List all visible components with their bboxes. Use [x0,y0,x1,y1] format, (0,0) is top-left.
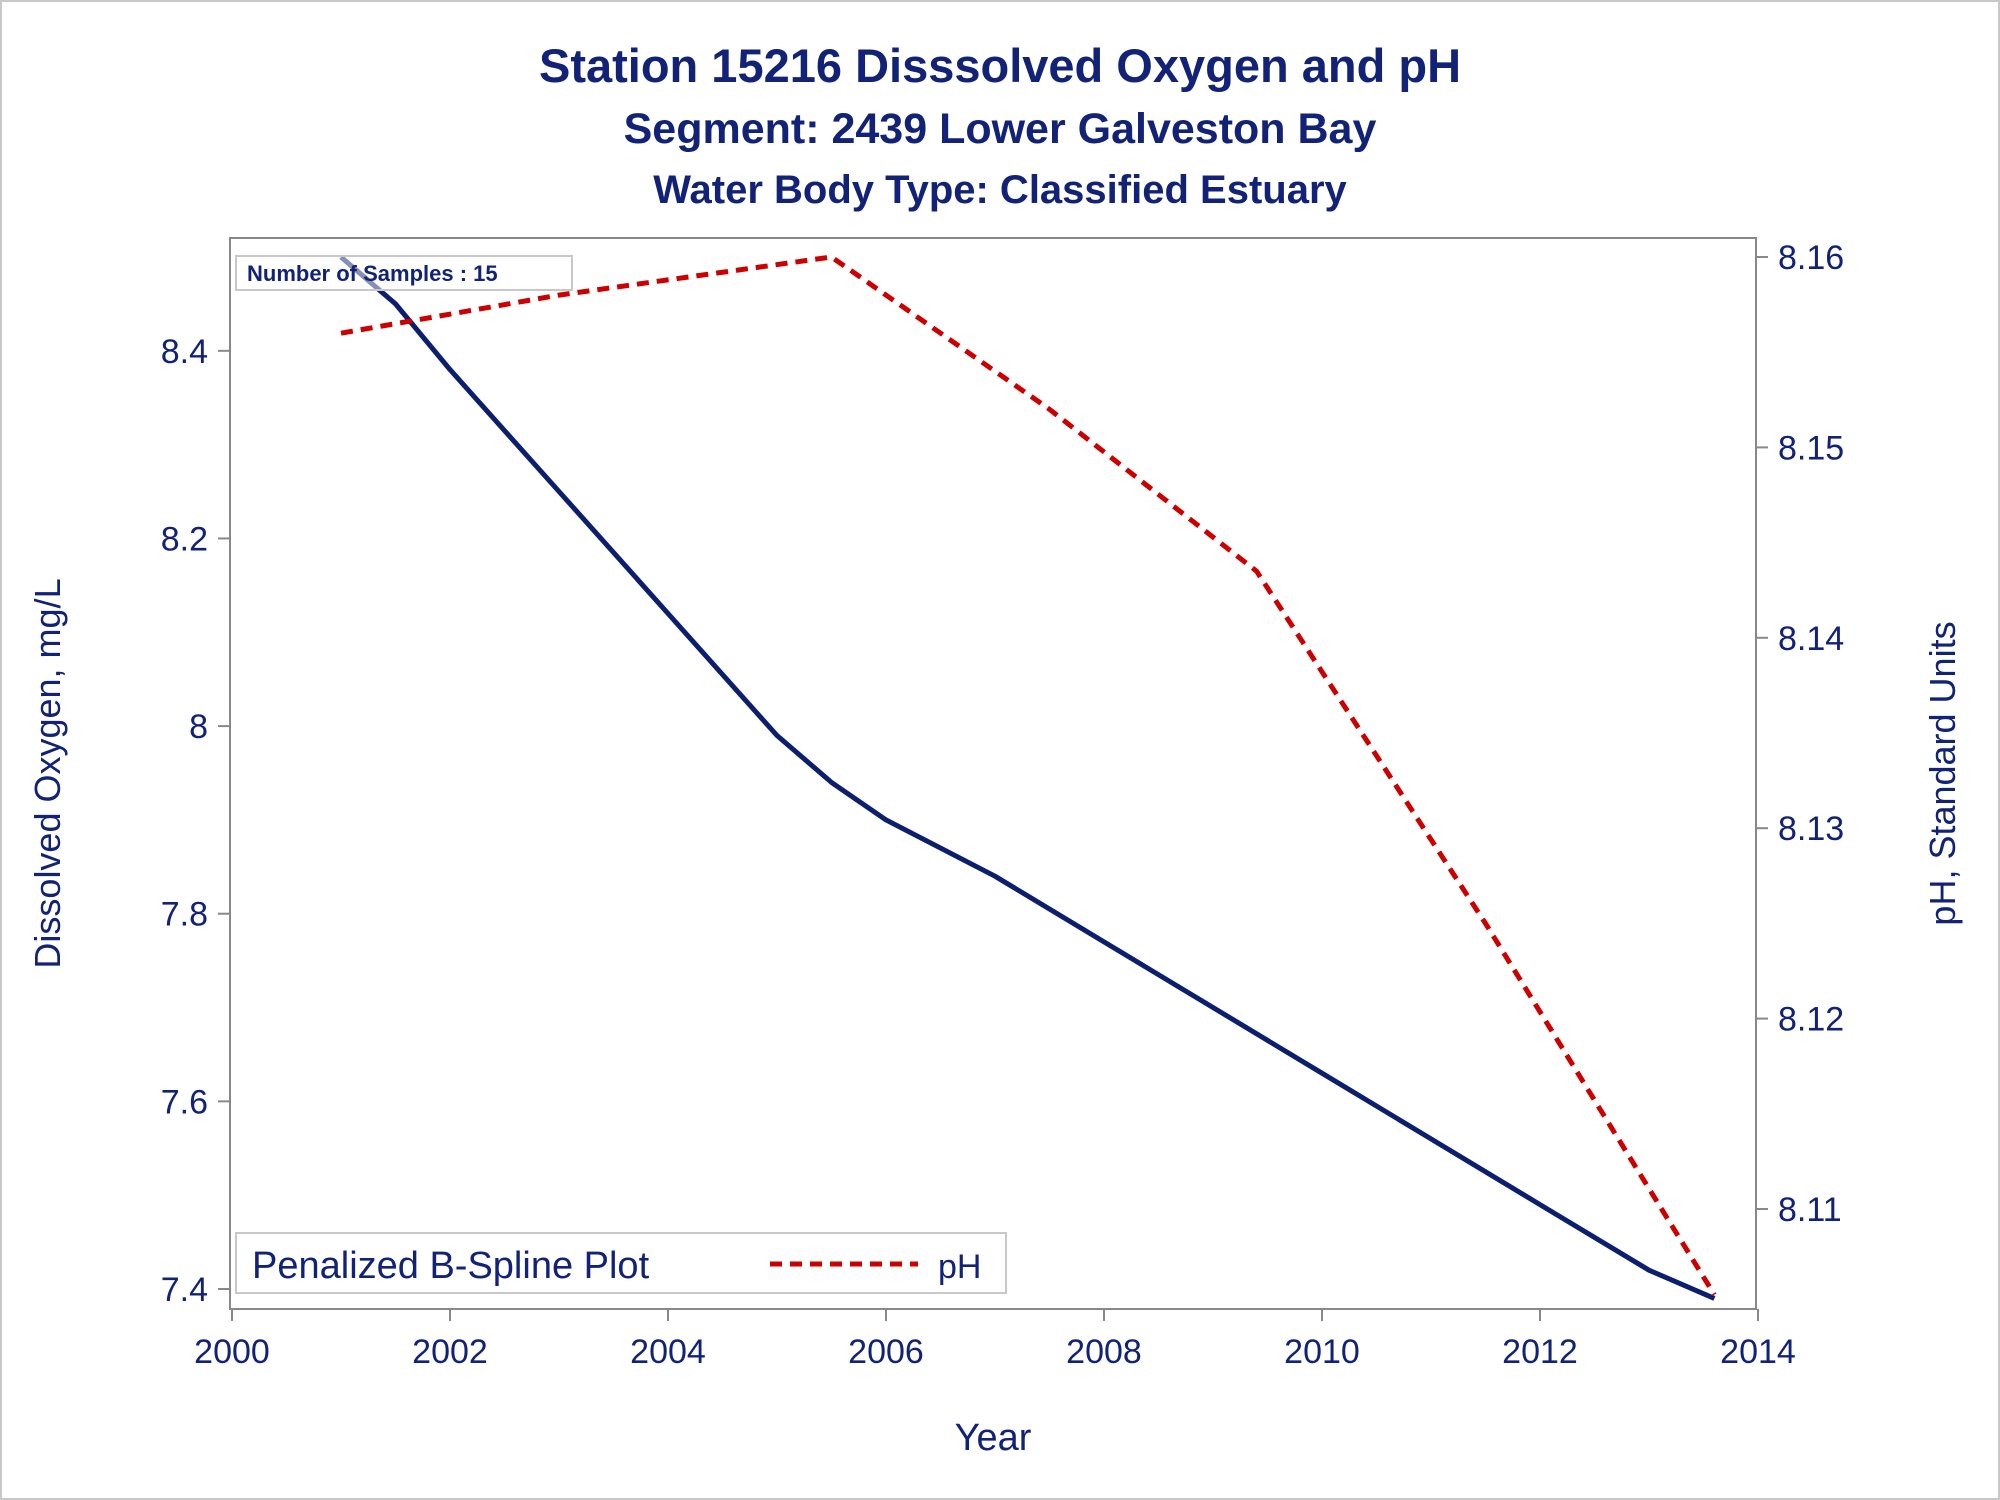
chart-subtitle-water-body: Water Body Type: Classified Estuary [653,168,1347,212]
x-tick-label: 2004 [630,1333,706,1371]
y-tick-label: 7.4 [161,1271,208,1309]
samples-inset-label: Number of Samples : 15 [247,261,498,286]
y2-tick-label: 8.13 [1778,810,1844,848]
series-line-dissolved-oxygen [339,255,1716,1301]
y-tick-label: 7.6 [161,1083,208,1121]
y-axis-label: Dissolved Oxygen, mg/L [27,578,68,968]
y-tick-label: 8.2 [161,520,208,558]
x-tick-label: 2008 [1066,1333,1142,1371]
y2-axis-label: pH, Standard Units [1922,621,1963,925]
samples-inset-box [235,255,573,291]
y-tick-label: 7.8 [161,896,208,934]
x-tick-label: 2012 [1502,1333,1578,1371]
x-tick-label: 2014 [1720,1333,1796,1371]
y2-tick-label: 8.11 [1778,1191,1842,1229]
y-tick-label: 8 [189,708,208,746]
x-axis-label: Year [955,1417,1032,1459]
legend-label-ph: pH [938,1248,981,1286]
x-tick-label: 2002 [412,1333,488,1371]
y2-tick-label: 8.15 [1778,429,1844,467]
x-tick-label: 2000 [194,1333,270,1371]
y-tick-label: 8.4 [161,333,208,371]
x-tick-label: 2010 [1284,1333,1360,1371]
y2-tick-label: 8.12 [1778,1001,1844,1039]
legend-label-spline: Penalized B-Spline Plot [252,1245,650,1287]
y2-tick-label: 8.16 [1778,239,1844,277]
y2-tick-label: 8.14 [1778,620,1844,658]
series-line-ph [340,254,1717,1297]
x-tick-label: 2006 [848,1333,924,1371]
chart-title: Station 15216 Disssolved Oxygen and pH [538,39,1462,92]
chart-subtitle-segment: Segment: 2439 Lower Galveston Bay [623,105,1377,153]
plot-area-frame [229,237,1757,1310]
